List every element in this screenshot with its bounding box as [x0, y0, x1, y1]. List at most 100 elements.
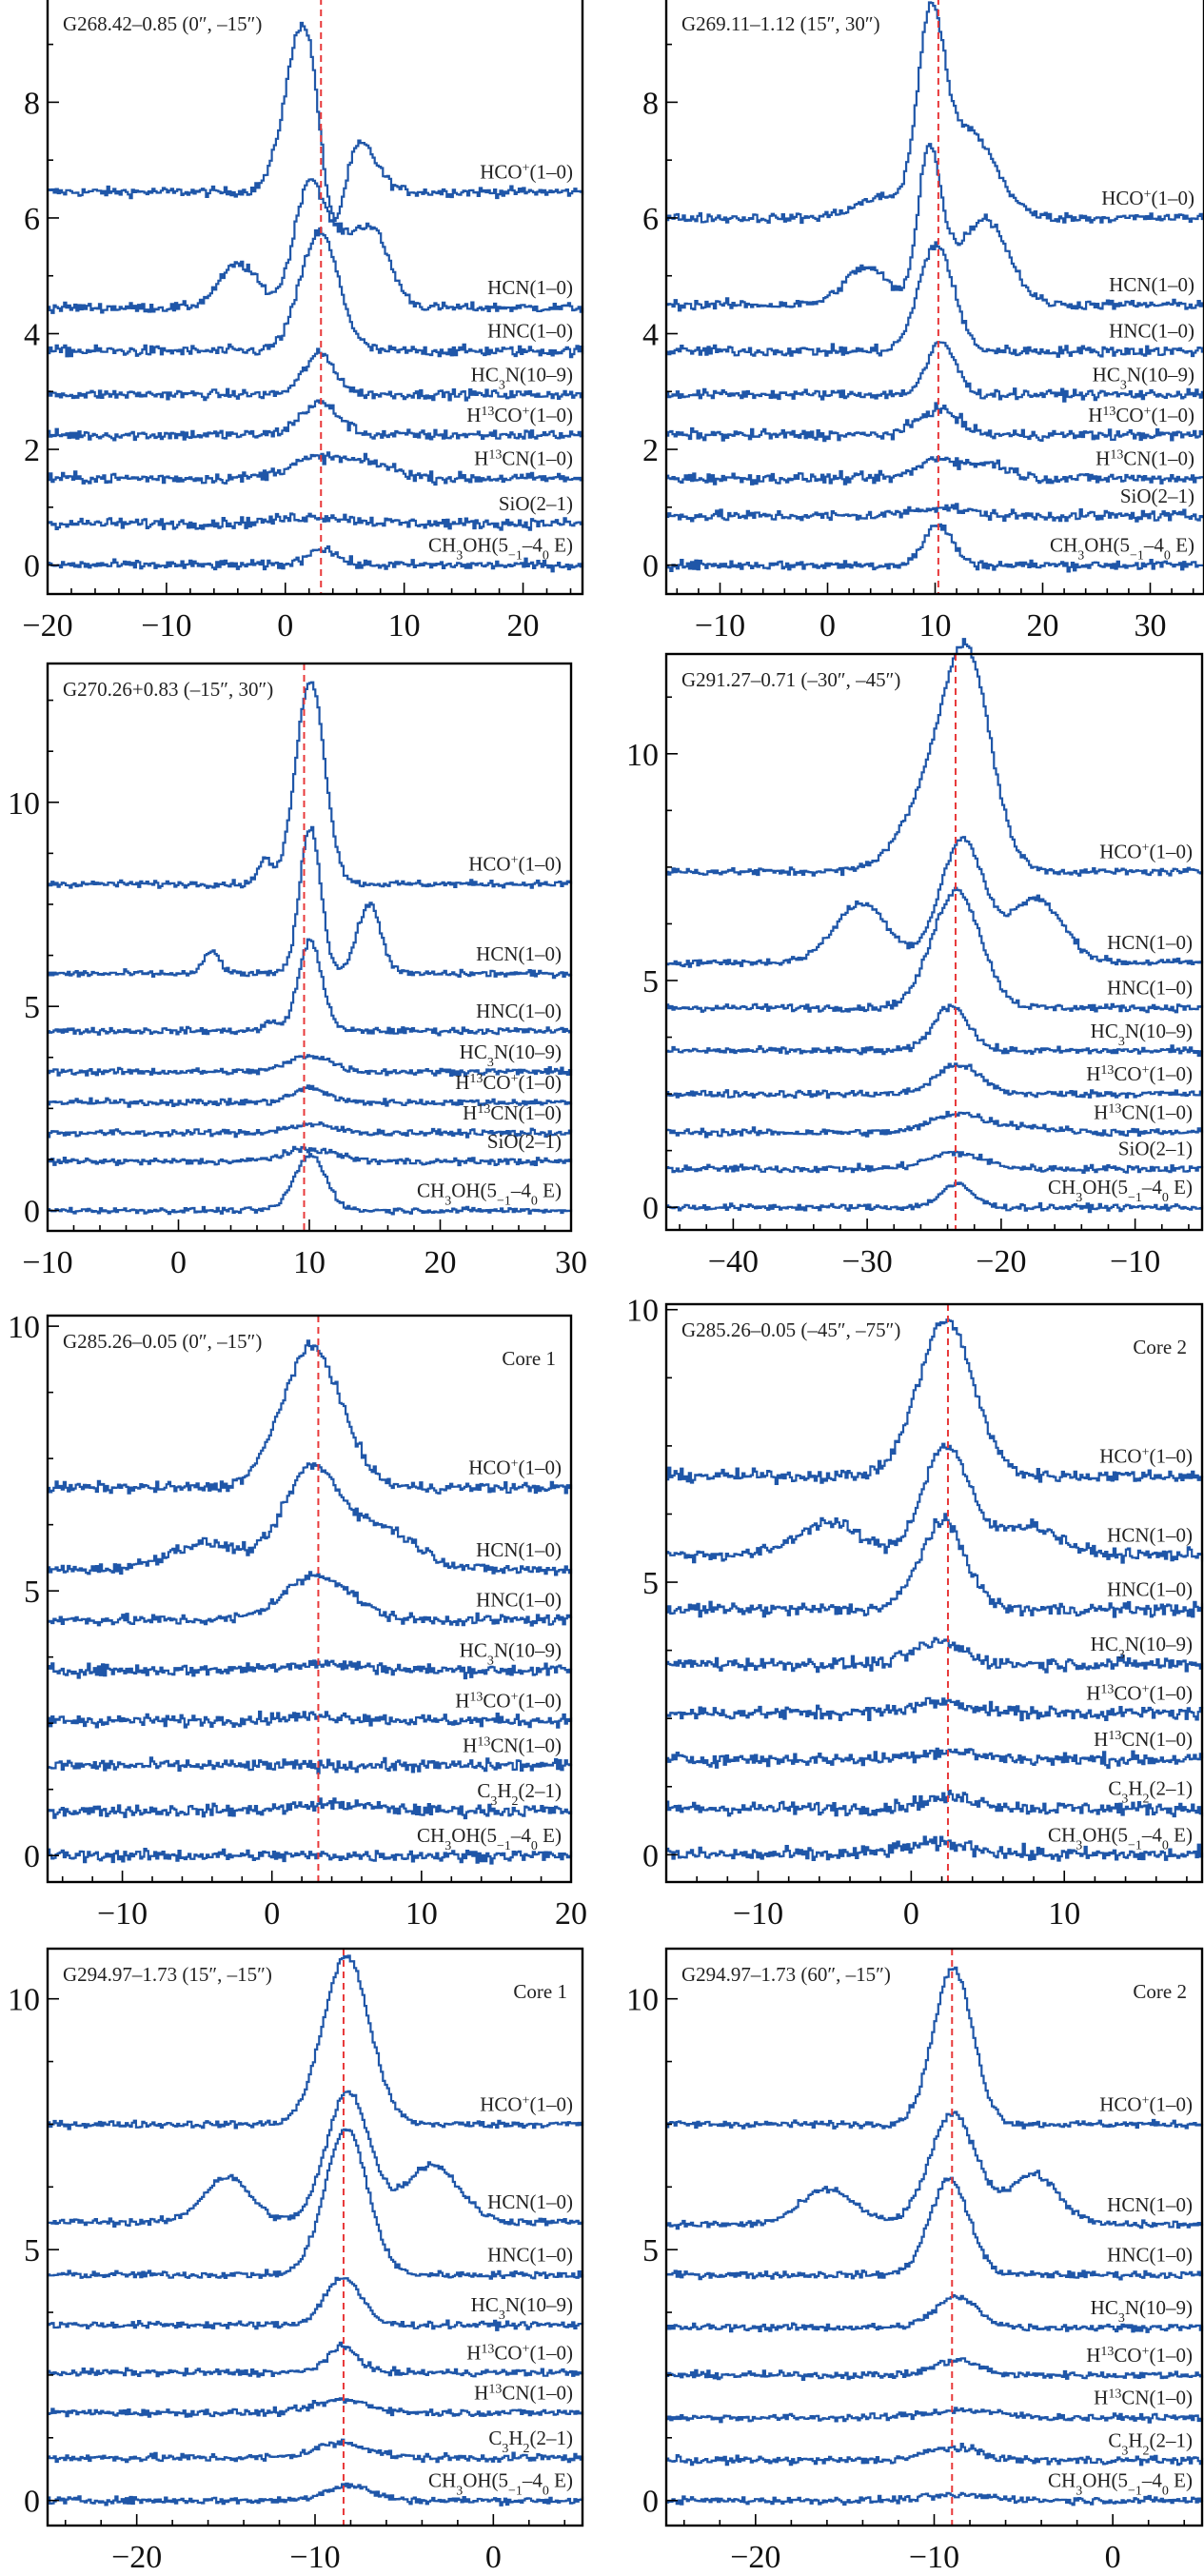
- spectrum-line-c3h2-2-1-: [48, 1797, 573, 1820]
- molecule-label: C3H2(2–1): [488, 2427, 573, 2456]
- y-tick-label: 10: [8, 1310, 40, 1345]
- molecule-label: HC3N(10–9): [1091, 1020, 1193, 1049]
- y-tick-label: 8: [642, 86, 659, 121]
- y-tick-label: 4: [24, 318, 40, 353]
- y-tick-label: 4: [642, 318, 659, 353]
- spectrum-line-ch3oh-5-1-40-e-: [48, 1848, 573, 1865]
- x-tick-label: 10: [388, 608, 421, 644]
- molecule-label: HCN(1–0): [476, 1538, 562, 1561]
- molecule-label: HNC(1–0): [1107, 2244, 1193, 2267]
- spectrum-panel-4: HCO+(1–0) HCN(1–0) HNC(1–0) HC3N(10–9) H13CO…: [626, 638, 1204, 1279]
- spectrum-line-h13cn-1-0-: [666, 1747, 1204, 1770]
- axes-frame: [664, 1947, 1204, 2527]
- spectrum-line-ch3oh-5-1-40-e-: [666, 1181, 1204, 1214]
- molecule-label: CH3OH(5−1–40 E): [1048, 1823, 1193, 1853]
- spectrum-line-hcn-1-0-: [48, 1462, 573, 1576]
- y-tick-label: 0: [642, 549, 659, 585]
- molecule-label: H13CN(1–0): [474, 2381, 573, 2404]
- molecule-label: H13CO+(1–0): [1088, 404, 1194, 426]
- y-tick-label: 0: [24, 2485, 40, 2520]
- x-tick-label: −20: [111, 2540, 162, 2575]
- y-tick-label: 0: [24, 1839, 40, 1874]
- spectrum-line-hc3n-10-9-: [666, 341, 1204, 403]
- molecule-label: H13CO+(1–0): [466, 404, 573, 426]
- molecule-label: H13CO+(1–0): [455, 1689, 562, 1712]
- y-tick-label: 5: [642, 1566, 659, 1601]
- spectrum-line-hc3n-10-9-: [666, 1003, 1204, 1058]
- x-tick-label: 20: [1027, 608, 1059, 644]
- molecule-label: HCN(1–0): [1107, 1523, 1193, 1546]
- molecule-label: H13CO+(1–0): [1086, 1681, 1193, 1704]
- molecule-label: HCN(1–0): [476, 942, 562, 965]
- spectrum-line-sio-2-1-: [48, 1145, 573, 1167]
- y-tick-label: 6: [642, 202, 659, 237]
- spectrum-line-hc3n-10-9-: [48, 1054, 573, 1078]
- spectrum-line-h13co-1-0-: [666, 402, 1204, 443]
- molecule-label: CH3OH(5−1–40 E): [428, 534, 573, 564]
- molecule-label: H13CO+(1–0): [466, 2341, 573, 2364]
- spectrum-line-h13co-1-0-: [666, 2357, 1204, 2381]
- axes-frame: [46, 1314, 573, 1884]
- spectrum-panel-5: HCO+(1–0) HCN(1–0) HNC(1–0) HC3N(10–9) H13CO…: [8, 1310, 587, 1932]
- molecule-label: H13CN(1–0): [463, 1101, 562, 1124]
- y-tick-label: 10: [626, 1294, 659, 1329]
- y-tick-label: 5: [24, 2233, 40, 2269]
- spectrum-line-hco-1-0-: [48, 1339, 573, 1495]
- molecule-label: HC3N(10–9): [1091, 2296, 1193, 2326]
- spectrum-panel-8: HCO+(1–0) HCN(1–0) HNC(1–0) HC3N(10–9) H13CO…: [626, 1947, 1204, 2575]
- molecule-label: H13CN(1–0): [1094, 2387, 1193, 2409]
- spectrum-line-hco-1-0-: [666, 638, 1204, 877]
- spectrum-line-hco-1-0-: [666, 1318, 1204, 1485]
- x-tick-label: 20: [424, 1245, 457, 1280]
- x-tick-label: 10: [293, 1245, 326, 1280]
- spectrum-line-hcn-1-0-: [48, 178, 584, 314]
- axes-frame: [664, 652, 1204, 1232]
- spectrum-line-hco-1-0-: [48, 21, 584, 223]
- x-tick-label: 0: [1105, 2540, 1121, 2575]
- spectrum-line-hc3n-10-9-: [666, 2294, 1204, 2333]
- molecule-label: HC3N(10–9): [1091, 1633, 1193, 1662]
- spectrum-panel-6: HCO+(1–0) HCN(1–0) HNC(1–0) HC3N(10–9) H13CO…: [626, 1294, 1204, 1932]
- spectrum-line-hcn-1-0-: [666, 143, 1204, 312]
- molecule-label: H13CO+(1–0): [1086, 1062, 1193, 1085]
- x-tick-label: −20: [730, 2540, 780, 2575]
- x-tick-label: 30: [1135, 608, 1167, 644]
- molecule-label: SiO(2–1): [1120, 485, 1194, 507]
- spectrum-line-h13cn-1-0-: [666, 2407, 1204, 2424]
- spectrum-line-hc3n-10-9-: [48, 347, 584, 402]
- x-tick-label: −20: [22, 608, 72, 644]
- spectrum-line-hnc-1-0-: [666, 2176, 1204, 2281]
- molecule-label: HCN(1–0): [1109, 273, 1194, 296]
- spectrum-line-hcn-1-0-: [666, 836, 1204, 968]
- spectrum-line-hco-1-0-: [666, 1966, 1204, 2130]
- molecule-label: C3H2(2–1): [1108, 2428, 1193, 2458]
- spectrum-panel-7: HCO+(1–0) HCN(1–0) HNC(1–0) HC3N(10–9) H13CO…: [8, 1947, 584, 2575]
- panel-title: G269.11–1.12 (15″, 30″): [681, 12, 880, 35]
- molecule-label: HCO+(1–0): [1099, 841, 1193, 863]
- molecule-label: HCO+(1–0): [1099, 2092, 1193, 2115]
- core-label: Core 1: [513, 1980, 567, 2003]
- molecule-label: HNC(1–0): [487, 2244, 573, 2267]
- y-tick-label: 0: [24, 1195, 40, 1230]
- spectrum-line-ch3oh-5-1-40-e-: [48, 1153, 573, 1216]
- spectrum-line-h13cn-1-0-: [48, 2397, 584, 2418]
- x-tick-label: 0: [485, 2540, 502, 2575]
- molecule-label: HC3N(10–9): [460, 1639, 562, 1669]
- spectrum-line-hnc-1-0-: [48, 938, 573, 1037]
- molecule-label: C3H2(2–1): [1108, 1777, 1193, 1807]
- spectrum-line-c3h2-2-1-: [666, 1789, 1204, 1818]
- spectrum-line-h13cn-1-0-: [666, 456, 1204, 485]
- molecule-label: HCN(1–0): [487, 2190, 573, 2213]
- molecule-label: CH3OH(5−1–40 E): [1050, 534, 1194, 564]
- y-tick-label: 5: [642, 2233, 659, 2269]
- molecule-label: HC3N(10–9): [471, 363, 573, 392]
- spectrum-line-hcn-1-0-: [666, 2110, 1204, 2230]
- core-label: Core 2: [1133, 1980, 1187, 2003]
- spectrum-line-hnc-1-0-: [48, 2128, 584, 2280]
- molecule-label: CH3OH(5−1–40 E): [1048, 1176, 1193, 1205]
- molecule-label: H13CN(1–0): [1095, 446, 1194, 469]
- panel-title: G285.26–0.05 (–45″, –75″): [681, 1318, 900, 1341]
- molecule-label: HNC(1–0): [476, 1000, 562, 1022]
- molecule-label: HCO+(1–0): [468, 1456, 562, 1479]
- molecule-label: C3H2(2–1): [477, 1779, 562, 1809]
